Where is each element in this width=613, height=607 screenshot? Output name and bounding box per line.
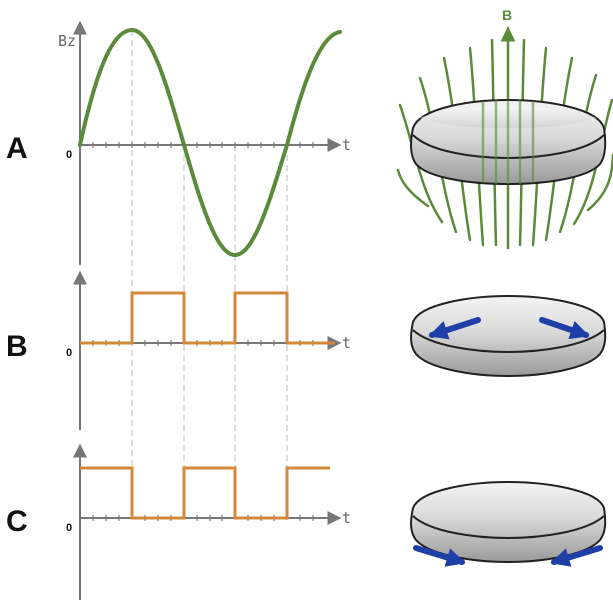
x-axis-label-c: t — [342, 509, 351, 527]
y-axis-label-a: Bz — [58, 32, 76, 50]
row-label-c: C — [6, 505, 28, 538]
origin-label-b: 0 — [66, 347, 72, 359]
row-label-b: B — [6, 330, 28, 363]
arrow-icon — [413, 545, 466, 567]
arrow-icon — [539, 317, 590, 340]
panel-b-axes — [73, 270, 342, 430]
disk-with-arrows-bottom-icon — [410, 480, 607, 567]
origin-label-c: 0 — [66, 522, 72, 534]
sine-curve — [78, 27, 342, 258]
square-wave-c — [80, 466, 330, 520]
field-label: B — [502, 7, 512, 23]
disk-body-b — [410, 294, 607, 378]
disk-with-field-lines-icon: B — [396, 7, 613, 250]
square-wave-b — [80, 291, 335, 345]
disk-rim-c — [412, 515, 605, 540]
x-axis-label-b: t — [342, 334, 351, 352]
origin-label-a: 0 — [66, 149, 72, 161]
row-label-a: A — [6, 132, 28, 165]
guide-lines — [131, 30, 288, 520]
arrow-icon — [550, 545, 603, 567]
disk-body-c — [410, 480, 607, 564]
disk-rim-b — [412, 329, 605, 354]
arrow-icon — [428, 317, 481, 340]
x-axis-label-a: t — [342, 136, 351, 154]
disk-with-arrows-top-icon — [410, 294, 607, 378]
